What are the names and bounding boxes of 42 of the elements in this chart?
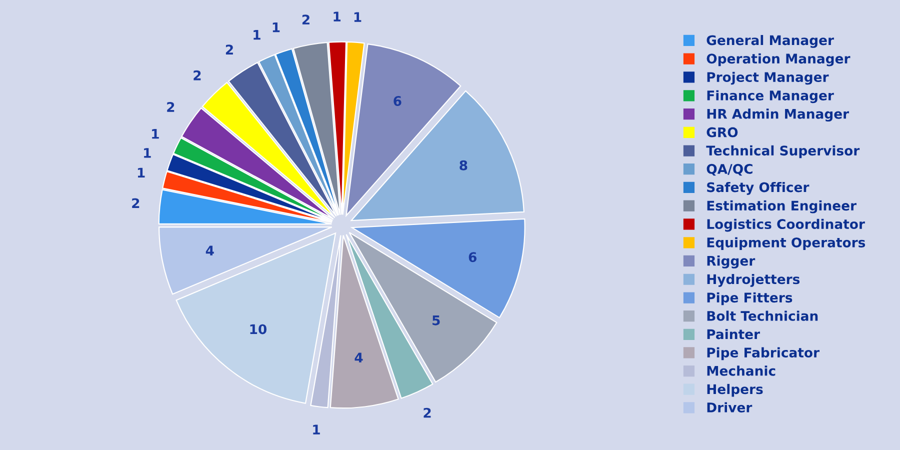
legend-label: Painter (707, 329, 760, 340)
data-label: 4 (354, 352, 363, 362)
legend-label: Pipe Fabricator (707, 347, 820, 360)
data-label: 1 (152, 129, 159, 139)
legend-label: QA/QC (706, 164, 752, 176)
legend-label: Operation Manager (706, 53, 850, 66)
data-label: 2 (194, 70, 201, 80)
data-label: 2 (424, 408, 431, 418)
legend-label: Helpers (707, 384, 763, 397)
legend-label: Rigger (707, 256, 756, 268)
data-label: 10 (250, 324, 267, 334)
legend-label: Technical Supervisor (706, 145, 860, 158)
legend-label: Driver (707, 402, 752, 412)
data-label: 8 (460, 160, 468, 170)
legend-label: Logistics Coordinator (707, 218, 865, 232)
legend-label: Project Manager (707, 72, 829, 85)
data-label: 1 (272, 22, 280, 32)
legend-label: Finance Manager (707, 90, 834, 104)
legend-label: Equipment Operators (707, 237, 866, 250)
data-label: 1 (354, 12, 362, 22)
legend-label: Hydrojetters (707, 274, 800, 287)
data-label: 1 (313, 424, 320, 434)
data-label: 2 (167, 102, 174, 112)
legend-label: HR Admin Manager (707, 108, 850, 122)
data-label: 6 (394, 96, 402, 106)
data-label: 1 (138, 168, 145, 178)
data-label: 2 (132, 198, 140, 208)
data-label: 4 (206, 246, 214, 256)
legend-label: Safety Officer (707, 182, 810, 195)
legend-label: Mechanic (707, 366, 776, 376)
data-label: 5 (432, 316, 440, 326)
data-label: 1 (144, 148, 151, 158)
legend-label: Pipe Fitters (707, 292, 792, 306)
data-label: 2 (226, 44, 233, 54)
data-label: 1 (334, 12, 341, 22)
data-label: 2 (302, 14, 310, 24)
legend-label: General Manager (706, 34, 834, 48)
legend-label: Estimation Engineer (707, 200, 856, 214)
data-label: 6 (468, 252, 476, 262)
data-label: 1 (254, 30, 260, 40)
legend-label: GRO (706, 127, 738, 138)
legend-label: Bolt Technician (707, 310, 818, 321)
